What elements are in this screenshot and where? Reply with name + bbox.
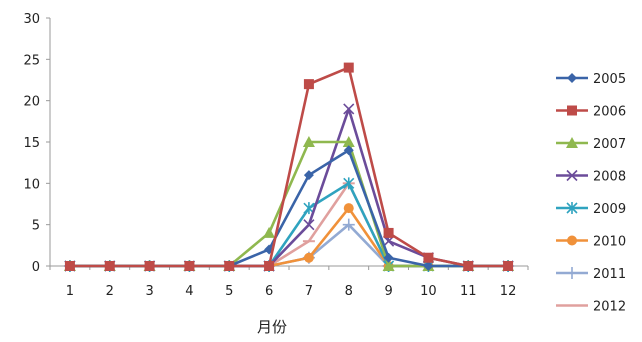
- data-point-2005: [343, 145, 354, 156]
- legend-swatch-marker: [566, 169, 578, 182]
- data-point-2006: [303, 79, 314, 90]
- data-point-2006: [463, 261, 474, 271]
- data-point-2006: [184, 261, 195, 271]
- legend-item-2008: 2008: [556, 170, 626, 185]
- data-point-2006: [104, 261, 115, 271]
- series-line-2012: [69, 182, 509, 268]
- legend-swatch-marker: [567, 105, 577, 116]
- data-point-2011: [342, 218, 355, 231]
- legend-label: 2007: [593, 137, 626, 152]
- legend-item-2012: 2012: [556, 300, 626, 315]
- series-layer: [63, 62, 515, 272]
- legend: 2005 2006 2007 2008 2009 2010 2011 2012: [556, 72, 626, 315]
- legend-item-2005: 2005: [556, 72, 626, 87]
- legend-item-2009: 2009: [556, 202, 626, 217]
- data-point-2009: [343, 177, 355, 190]
- data-point-2006: [503, 261, 514, 271]
- legend-item-2007: 2007: [556, 137, 626, 152]
- series-2006: [64, 62, 514, 271]
- y-tick-label: 10: [23, 177, 40, 192]
- legend-label: 2011: [593, 267, 626, 282]
- x-tick-label: 2: [106, 284, 114, 299]
- legend-swatch-marker: [566, 267, 578, 279]
- series-2012: [63, 182, 515, 268]
- data-point-2006: [383, 227, 394, 238]
- y-tick-label: 0: [32, 260, 40, 275]
- legend-swatch-marker: [567, 235, 577, 246]
- data-point-2006: [144, 261, 155, 271]
- legend-label: 2005: [593, 72, 626, 87]
- data-point-2007: [302, 136, 315, 147]
- x-tick-label: 11: [460, 284, 477, 299]
- data-point-2006: [423, 252, 434, 263]
- x-axis-label: 月份: [257, 318, 287, 336]
- y-tick-label: 25: [23, 53, 40, 68]
- data-point-2008: [343, 103, 355, 115]
- x-tick-label: 1: [66, 284, 74, 299]
- data-point-2006: [264, 261, 275, 271]
- data-point-2010: [303, 252, 314, 263]
- data-point-2007: [263, 226, 276, 238]
- legend-item-2010: 2010: [556, 235, 626, 250]
- legend-label: 2008: [593, 170, 626, 185]
- y-tick-label: 30: [23, 12, 40, 27]
- x-tick-label: 5: [225, 284, 233, 299]
- data-point-2006: [64, 261, 75, 271]
- x-tick-label: 3: [145, 284, 153, 299]
- x-tick-label: 9: [384, 284, 392, 299]
- y-tick-label: 15: [23, 136, 40, 151]
- x-tick-label: 4: [185, 284, 193, 299]
- x-tick-label: 6: [265, 284, 273, 299]
- data-point-2007: [382, 260, 395, 271]
- series-line-2005: [69, 148, 509, 268]
- legend-swatch-marker: [566, 202, 578, 214]
- legend-item-2006: 2006: [556, 105, 626, 120]
- legend-label: 2006: [593, 105, 626, 120]
- legend-swatch-marker: [567, 73, 577, 83]
- x-tick-label: 10: [420, 284, 437, 299]
- series-2007: [63, 136, 515, 271]
- legend-item-2011: 2011: [556, 267, 626, 282]
- data-point-2010: [343, 203, 354, 214]
- data-point-2007: [342, 136, 355, 147]
- y-tick-label: 20: [23, 95, 40, 110]
- x-tick-label: 7: [305, 284, 313, 299]
- legend-label: 2009: [593, 202, 626, 217]
- legend-label: 2012: [593, 300, 626, 315]
- data-point-2008: [303, 219, 315, 231]
- data-point-2005: [423, 261, 434, 271]
- series-line-2006: [69, 66, 509, 268]
- data-point-2006: [343, 62, 354, 73]
- legend-label: 2010: [593, 235, 626, 250]
- x-tick-label: 12: [500, 284, 517, 299]
- data-point-2005: [303, 170, 314, 181]
- y-tick-label: 5: [32, 219, 40, 234]
- x-tick-label: 8: [345, 284, 353, 299]
- legend-swatch-marker: [566, 137, 578, 148]
- data-point-2005: [383, 252, 394, 263]
- data-point-2006: [224, 261, 235, 271]
- series-line-2007: [69, 140, 509, 268]
- series-2009: [64, 177, 514, 272]
